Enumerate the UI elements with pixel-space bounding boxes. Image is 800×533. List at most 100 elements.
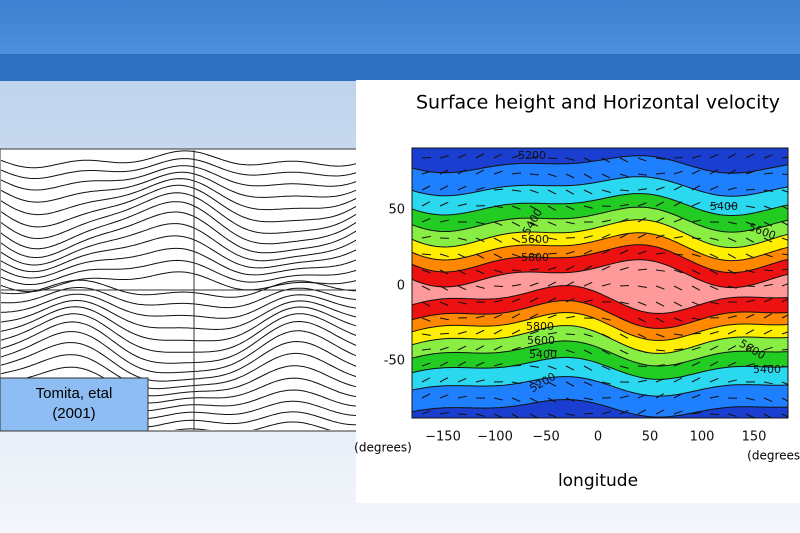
velocity-arrow — [457, 377, 467, 383]
velocity-arrow — [619, 395, 629, 399]
velocity-arrow — [619, 203, 629, 207]
velocity-arrow — [439, 285, 449, 291]
contour-band — [412, 259, 788, 314]
velocity-arrow — [439, 361, 449, 367]
velocity-arrow — [727, 329, 737, 335]
velocity-arrow — [565, 281, 575, 287]
velocity-arrow — [673, 362, 683, 367]
velocity-arrow — [547, 173, 557, 178]
velocity-arrow — [511, 329, 521, 335]
velocity-arrow — [439, 301, 449, 306]
contour-line — [1, 320, 387, 364]
velocity-arrow — [673, 301, 683, 307]
velocity-arrow — [529, 221, 539, 227]
velocity-arrow — [511, 205, 521, 210]
velocity-arrow — [709, 203, 719, 207]
velocity-arrow — [727, 379, 737, 383]
velocity-arrow — [619, 317, 629, 323]
velocity-arrow — [763, 298, 773, 303]
contour-line — [1, 293, 387, 319]
velocity-arrow — [511, 172, 521, 175]
velocity-arrow — [619, 173, 629, 178]
velocity-arrow — [529, 156, 539, 159]
velocity-arrow — [781, 173, 788, 176]
velocity-arrow — [475, 269, 485, 275]
velocity-arrow — [781, 314, 788, 319]
velocity-arrow — [619, 409, 629, 415]
velocity-arrow — [709, 237, 719, 241]
velocity-arrow — [601, 365, 611, 371]
velocity-arrow — [457, 331, 467, 335]
velocity-arrow — [727, 315, 737, 319]
velocity-arrow — [637, 365, 648, 368]
velocity-arrow — [565, 221, 575, 225]
velocity-arrow — [655, 157, 665, 160]
velocity-arrow — [439, 169, 449, 175]
velocity-arrow — [655, 409, 665, 415]
velocity-arrow — [421, 170, 431, 175]
velocity-arrow — [439, 155, 449, 159]
x-tick-label: 0 — [594, 430, 602, 445]
velocity-arrow — [565, 189, 575, 195]
velocity-arrow — [673, 218, 683, 223]
velocity-arrow — [619, 266, 629, 271]
velocity-arrow — [583, 397, 593, 401]
velocity-arrow — [655, 252, 665, 255]
velocity-arrow — [583, 381, 593, 386]
velocity-arrow — [547, 349, 557, 352]
velocity-arrow — [601, 283, 611, 287]
velocity-arrow — [673, 348, 683, 351]
x-unit: (degrees) — [747, 449, 800, 463]
contour-line — [1, 201, 387, 250]
velocity-arrow — [583, 333, 593, 337]
velocity-arrow — [727, 269, 737, 275]
contour-line — [1, 178, 387, 216]
velocity-arrow — [583, 249, 593, 255]
velocity-arrow — [709, 285, 719, 291]
velocity-arrow — [457, 269, 467, 275]
velocity-arrow — [601, 411, 611, 415]
velocity-arrow — [763, 364, 774, 367]
velocity-arrow — [457, 169, 467, 175]
velocity-arrow — [691, 317, 701, 321]
velocity-arrow — [565, 298, 575, 303]
velocity-arrow — [619, 333, 629, 339]
velocity-arrow — [727, 153, 737, 159]
velocity-arrow — [475, 315, 485, 319]
contour-line — [1, 223, 387, 266]
velocity-arrow — [781, 221, 788, 226]
velocity-arrow — [565, 397, 575, 402]
contour-line — [1, 313, 387, 353]
contour-label: 5400 — [753, 363, 781, 376]
velocity-arrow — [493, 188, 504, 191]
velocity-arrow — [475, 361, 485, 367]
velocity-arrow — [529, 397, 539, 403]
velocity-arrow — [709, 395, 719, 399]
velocity-arrow — [673, 185, 683, 191]
velocity-arrow — [565, 250, 575, 255]
velocity-arrow — [655, 301, 665, 307]
velocity-arrow — [475, 253, 485, 259]
velocity-arrow — [763, 154, 773, 159]
velocity-arrow — [781, 298, 788, 303]
velocity-arrow — [547, 221, 557, 226]
velocity-arrow — [619, 301, 629, 305]
velocity-arrow — [763, 329, 773, 335]
velocity-arrow — [673, 253, 684, 256]
velocity-arrow — [637, 317, 647, 323]
velocity-arrow — [691, 346, 701, 351]
contour-line — [1, 150, 387, 169]
velocity-arrow — [421, 333, 431, 336]
velocity-arrow — [421, 235, 431, 239]
velocity-arrow — [583, 299, 593, 303]
velocity-arrow — [673, 201, 683, 207]
velocity-arrow — [529, 282, 539, 287]
x-tick-label: 50 — [642, 430, 659, 445]
velocity-arrow — [601, 219, 611, 223]
velocity-arrow — [529, 189, 539, 194]
velocity-arrow — [601, 381, 611, 385]
velocity-arrow — [691, 412, 701, 415]
velocity-arrow — [457, 361, 467, 367]
velocity-arrow — [781, 331, 788, 335]
velocity-arrow — [781, 283, 788, 287]
